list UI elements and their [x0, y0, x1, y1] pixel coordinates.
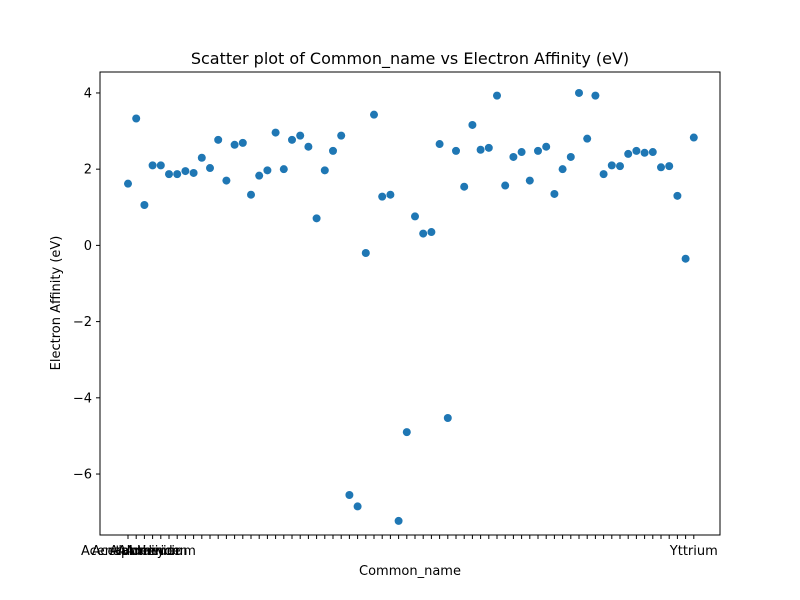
data-point [378, 192, 387, 201]
data-point [230, 140, 239, 149]
data-point [361, 249, 370, 258]
data-point [657, 163, 665, 172]
plot-frame [99, 71, 721, 536]
data-point [583, 134, 592, 143]
data-point [329, 146, 337, 155]
data-point [140, 200, 149, 209]
data-point [255, 171, 264, 180]
data-point [206, 164, 214, 173]
data-point [247, 190, 255, 199]
data-point [525, 176, 534, 185]
data-point [296, 131, 305, 140]
data-point [689, 133, 698, 142]
data-point [435, 140, 444, 149]
data-point [681, 254, 690, 263]
data-point [181, 167, 190, 176]
data-point [607, 161, 616, 170]
x-tick-label: Americium [126, 544, 196, 559]
data-point [189, 168, 198, 177]
data-point [460, 182, 469, 191]
data-point [279, 165, 288, 174]
chart-title: Scatter plot of Common_name vs Electron … [191, 49, 629, 69]
data-point [288, 135, 296, 144]
data-point [156, 161, 165, 170]
data-point [640, 148, 649, 157]
data-point [238, 138, 247, 147]
data-point [484, 143, 493, 152]
y-tick-label: 0 [84, 239, 92, 254]
data-point [501, 181, 510, 190]
data-point [197, 153, 206, 162]
y-tick-label: 4 [84, 86, 92, 101]
y-axis-title: Electron Affinity (eV) [49, 236, 64, 371]
data-point [173, 170, 182, 179]
data-points [124, 88, 698, 525]
data-point [509, 152, 518, 161]
x-tick-label: Acenaphthene [81, 544, 175, 559]
y-tick-label: 2 [84, 163, 92, 178]
data-point [411, 212, 419, 221]
data-point [427, 228, 436, 237]
data-point [632, 146, 641, 155]
data-point [304, 142, 313, 151]
data-point [124, 179, 132, 188]
x-axis: AcenaphtheneAcetaldehydeAluminiumAlumini… [81, 535, 718, 559]
data-point [320, 166, 329, 175]
x-axis-title: Common_name [359, 564, 461, 579]
data-point [419, 229, 428, 238]
y-tick-label: −2 [73, 315, 92, 330]
data-point [337, 131, 346, 140]
x-tick-label: Acetaldehyde [92, 544, 181, 559]
data-point [673, 191, 682, 200]
y-axis: −6 −4 −2 0 2 4 [73, 86, 100, 483]
data-point [312, 214, 321, 223]
data-point [353, 502, 362, 511]
data-point [591, 91, 600, 100]
data-point [271, 128, 280, 137]
data-point [443, 414, 452, 423]
data-point [493, 91, 501, 100]
data-point [148, 161, 157, 170]
data-point [370, 110, 378, 119]
y-tick-label: −4 [73, 391, 92, 406]
data-point [394, 516, 403, 525]
data-point [517, 148, 526, 157]
data-point [263, 166, 272, 175]
data-point [165, 170, 173, 179]
data-point [386, 190, 395, 199]
data-point [566, 152, 575, 161]
data-point [575, 88, 583, 97]
data-point [534, 146, 542, 155]
data-point [222, 176, 231, 185]
x-tick-label: Aluminium [110, 544, 180, 559]
x-tick-label: Yttrium [669, 544, 718, 559]
data-point [550, 189, 559, 198]
data-point [345, 490, 354, 499]
data-point [214, 135, 223, 144]
data-point [665, 162, 674, 171]
data-point [132, 114, 141, 123]
data-point [616, 162, 624, 171]
x-tick-label: Aluminium [118, 544, 188, 559]
data-point [452, 146, 460, 155]
data-point [624, 149, 633, 158]
data-point [599, 170, 608, 179]
data-point [648, 148, 657, 157]
data-point [558, 165, 567, 174]
data-point [402, 428, 411, 437]
data-point [468, 120, 477, 129]
data-point [542, 142, 551, 151]
y-tick-label: −6 [73, 468, 92, 483]
data-point [476, 145, 485, 154]
